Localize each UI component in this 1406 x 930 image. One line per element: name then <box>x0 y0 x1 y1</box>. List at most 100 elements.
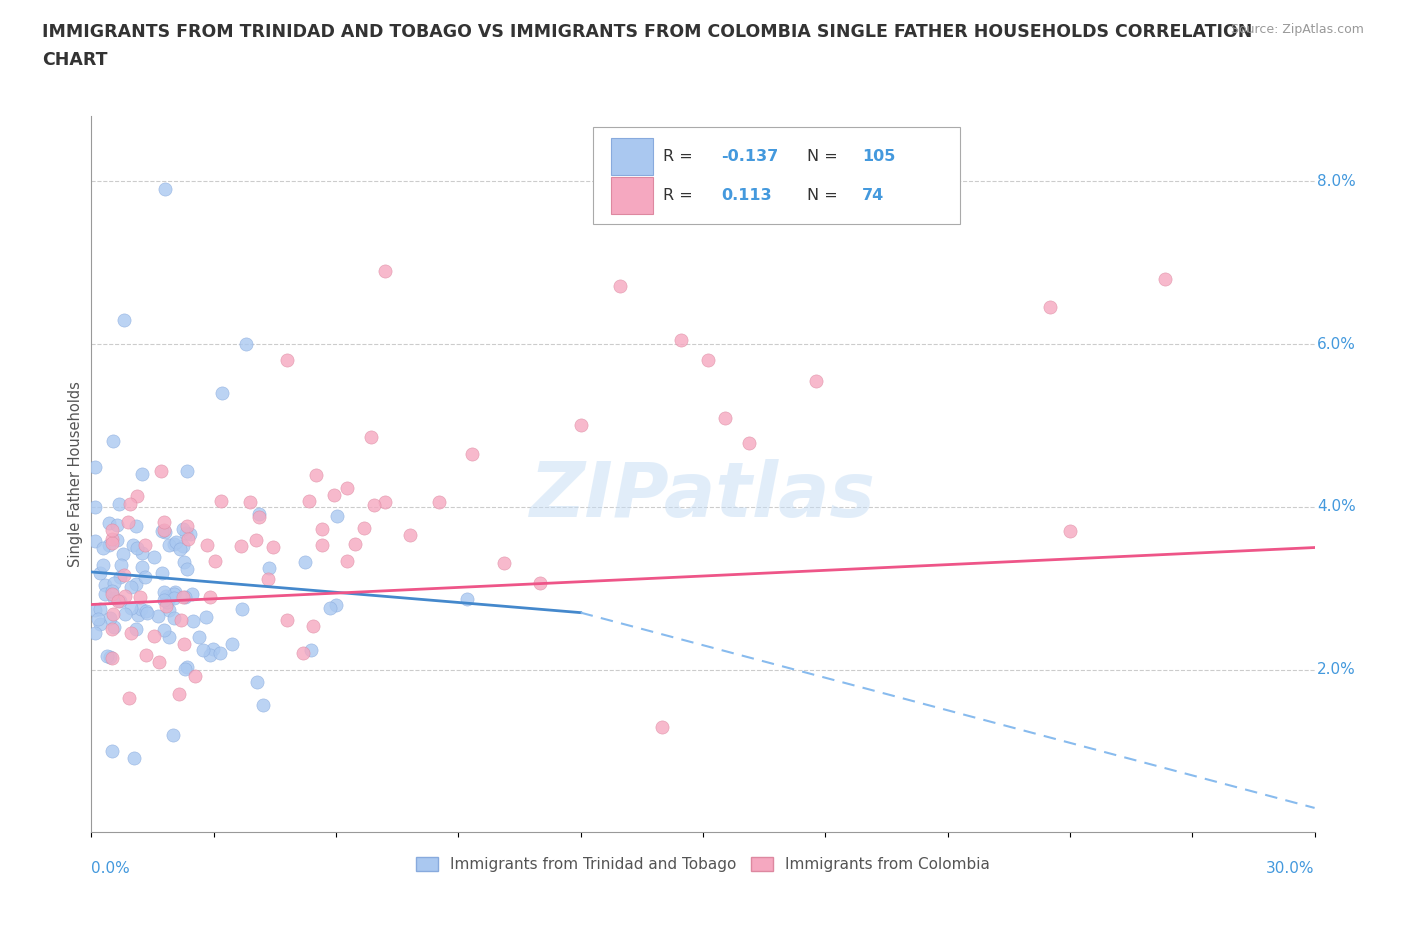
Point <box>301 618 323 633</box>
Point <box>157 603 180 618</box>
Point <box>184 669 207 684</box>
Point <box>276 612 298 627</box>
Point <box>101 606 124 621</box>
Point <box>155 598 177 613</box>
Text: 105: 105 <box>862 149 896 164</box>
Point <box>714 410 737 425</box>
Point <box>122 751 145 765</box>
Text: N =: N = <box>807 149 838 164</box>
Y-axis label: Single Father Households: Single Father Households <box>67 381 83 567</box>
Point <box>89 602 111 617</box>
Point <box>167 686 190 701</box>
Point <box>120 579 142 594</box>
Point <box>163 587 186 602</box>
Point <box>305 467 328 482</box>
Point <box>165 534 187 549</box>
Point <box>609 279 631 294</box>
Point <box>173 554 195 569</box>
Point <box>181 587 204 602</box>
Point <box>150 464 173 479</box>
Point <box>245 533 267 548</box>
Point <box>353 521 375 536</box>
Point <box>257 572 280 587</box>
Point <box>112 547 135 562</box>
Point <box>239 494 262 509</box>
Point <box>1059 524 1081 538</box>
Point <box>157 538 180 552</box>
Point <box>84 459 107 474</box>
Point <box>204 554 226 569</box>
Point <box>125 621 148 636</box>
Point <box>191 643 214 658</box>
Point <box>101 621 124 636</box>
Point <box>299 643 322 658</box>
Point <box>231 601 253 616</box>
Point <box>148 655 170 670</box>
Point <box>211 385 233 400</box>
Text: 2.0%: 2.0% <box>1317 662 1355 677</box>
Point <box>162 727 184 742</box>
Point <box>569 418 592 432</box>
FancyBboxPatch shape <box>612 177 652 214</box>
Point <box>101 587 124 602</box>
Point <box>152 622 174 637</box>
Point <box>291 645 314 660</box>
Point <box>117 514 139 529</box>
Point <box>135 648 157 663</box>
Point <box>456 591 478 606</box>
Point <box>118 496 141 511</box>
Point <box>174 525 197 540</box>
Point <box>298 494 321 509</box>
Point <box>89 617 111 631</box>
Point <box>107 533 129 548</box>
Point <box>156 594 179 609</box>
Point <box>110 558 132 573</box>
Legend: Immigrants from Trinidad and Tobago, Immigrants from Colombia: Immigrants from Trinidad and Tobago, Imm… <box>411 851 995 879</box>
Point <box>153 514 176 529</box>
Point <box>173 637 195 652</box>
Point <box>336 553 359 568</box>
Point <box>181 614 204 629</box>
Point <box>157 591 180 605</box>
Point <box>121 538 143 552</box>
Text: 0.0%: 0.0% <box>91 861 131 876</box>
Point <box>323 487 346 502</box>
Point <box>150 524 173 538</box>
Point <box>155 589 177 604</box>
Point <box>363 498 385 512</box>
Point <box>91 558 114 573</box>
Point <box>101 583 124 598</box>
Point <box>142 550 165 565</box>
Point <box>529 576 551 591</box>
Point <box>257 561 280 576</box>
Point <box>98 611 121 626</box>
Point <box>112 568 135 583</box>
Point <box>492 556 515 571</box>
Point <box>150 565 173 580</box>
Point <box>89 566 111 581</box>
Point <box>697 352 720 367</box>
Point <box>173 590 195 604</box>
Point <box>319 601 342 616</box>
Point <box>152 523 174 538</box>
Point <box>105 518 128 533</box>
Point <box>153 182 176 197</box>
Text: 74: 74 <box>862 188 884 204</box>
Point <box>153 585 176 600</box>
Point <box>84 499 107 514</box>
Point <box>101 522 124 537</box>
Point <box>84 533 107 548</box>
Point <box>125 540 148 555</box>
Point <box>101 531 124 546</box>
Point <box>235 337 257 352</box>
Point <box>651 719 673 734</box>
Point <box>221 637 243 652</box>
Point <box>125 488 148 503</box>
Point <box>325 509 347 524</box>
Point <box>209 494 232 509</box>
Point <box>262 539 284 554</box>
Point <box>107 593 129 608</box>
Point <box>176 659 198 674</box>
Point <box>229 538 252 553</box>
Point <box>252 698 274 712</box>
